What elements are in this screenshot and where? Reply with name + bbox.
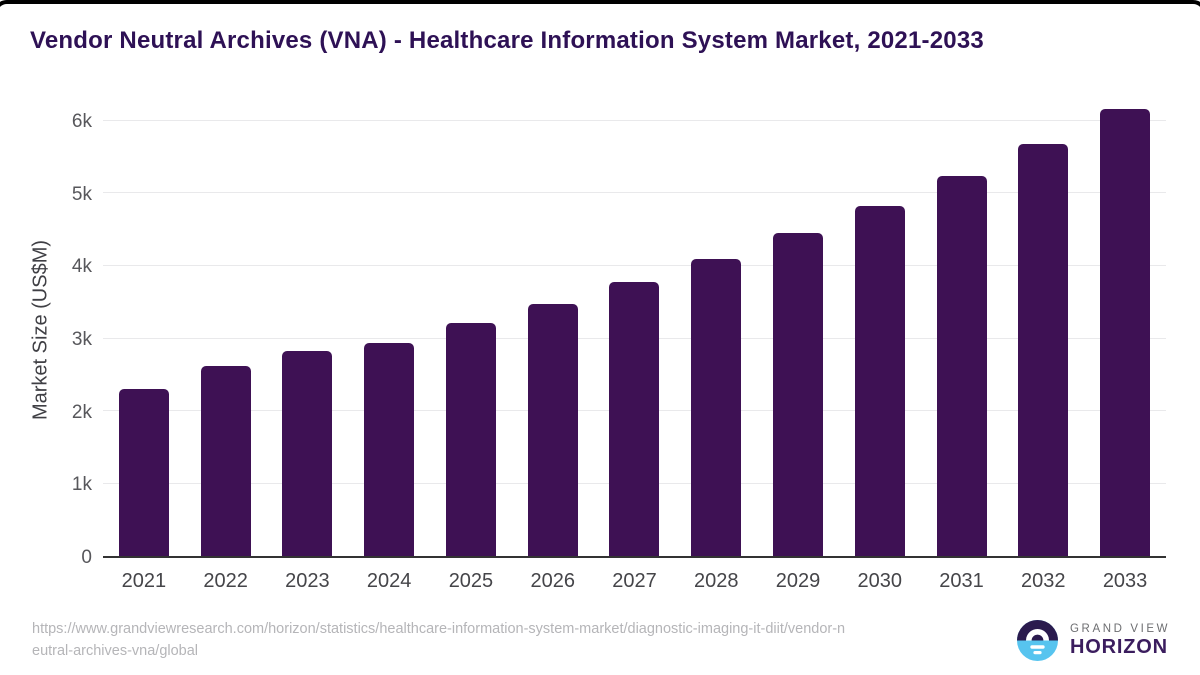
x-tick-label-2026: 2026: [530, 570, 575, 592]
bar-2032: [1018, 143, 1069, 556]
y-tick-label-6k: 6k: [71, 111, 92, 132]
x-tick-label-2022: 2022: [203, 570, 248, 592]
bar-2021: [118, 388, 169, 556]
x-tick-label-2028: 2028: [693, 570, 739, 592]
bar-2031: [936, 175, 987, 556]
source-url: https://www.grandviewresearch.com/horizo…: [32, 618, 962, 662]
y-tick-label-5k: 5k: [71, 183, 92, 205]
x-tick-label-2025: 2025: [448, 570, 494, 592]
x-tick-label-2024: 2024: [366, 570, 412, 592]
bar-2030: [854, 205, 905, 556]
x-tick-label-2021: 2021: [121, 570, 167, 592]
x-tick-label-2033: 2033: [1102, 570, 1148, 592]
gridline-6k: [103, 119, 1166, 121]
bar-2033: [1100, 109, 1151, 556]
bar-2027: [609, 281, 660, 556]
y-tick-label-0: 0: [81, 547, 92, 568]
plot-area: [103, 109, 1166, 558]
x-tick-label-2030: 2030: [857, 570, 903, 592]
x-tick-label-2031: 2031: [939, 570, 984, 592]
bar-2028: [691, 258, 742, 556]
x-tick-label-2023: 2023: [285, 570, 330, 592]
y-tick-label-1k: 1k: [71, 474, 92, 496]
gridline-5k: [103, 192, 1166, 194]
source-url-line1: https://www.grandviewresearch.com/horizo…: [32, 621, 846, 637]
y-tick-label-3k: 3k: [71, 329, 92, 350]
horizon-sun-icon: [1017, 620, 1058, 661]
y-axis-ticks: 0 1k 2k 3k 4k 5k 6k: [0, 111, 92, 568]
bar-2024: [364, 343, 415, 556]
bar-2022: [200, 365, 251, 556]
gridline-4k: [103, 264, 1166, 266]
source-url-line2: eutral-archives-vna/global: [32, 643, 199, 659]
x-tick-label-2029: 2029: [775, 570, 821, 592]
x-axis-ticks: 2021 2022 2023 2024 2025 2026 2027 2028 2029 2030…: [103, 570, 1166, 593]
logo-text: GRAND VIEW HORIZON: [1070, 623, 1170, 659]
grandview-horizon-logo: GRAND VIEW HORIZON: [1017, 620, 1170, 661]
bar-2029: [773, 233, 823, 556]
bar-2025: [445, 323, 496, 556]
bar-2026: [527, 303, 578, 556]
logo-grand-view-label: GRAND VIEW: [1070, 622, 1171, 635]
x-tick-label-2032: 2032: [1021, 570, 1066, 592]
y-tick-label-2k: 2k: [71, 401, 92, 423]
x-tick-label-2027: 2027: [612, 570, 657, 592]
logo-horizon-label: HORIZON: [1070, 635, 1168, 658]
bar-series: [103, 109, 1166, 556]
bar-2023: [282, 351, 333, 556]
chart-title: Vendor Neutral Archives (VNA) - Healthca…: [30, 27, 984, 54]
y-tick-label-4k: 4k: [71, 256, 92, 278]
